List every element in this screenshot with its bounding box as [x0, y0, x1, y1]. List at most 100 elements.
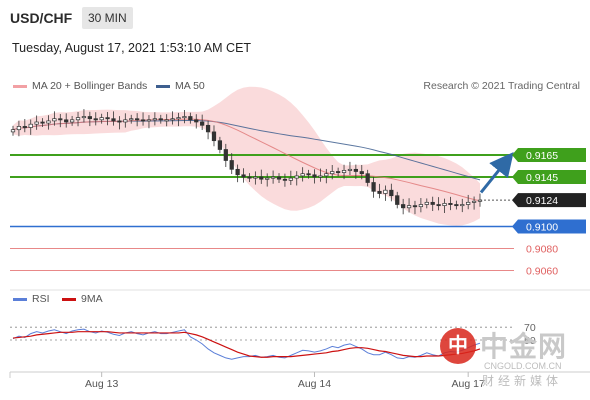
candle-body	[117, 120, 122, 123]
candle-body	[341, 170, 347, 173]
moving-averages	[12, 118, 481, 202]
level-box-0.9100	[518, 219, 586, 234]
candle-body	[294, 175, 299, 179]
candle-body	[229, 160, 234, 170]
level-box-0.9124	[518, 193, 586, 208]
level-pointer-0.9165	[512, 148, 518, 162]
watermark-sub: 财经新媒体	[482, 374, 563, 388]
candle-body	[22, 126, 27, 128]
candle-body	[140, 119, 146, 122]
x-label-Aug 14: Aug 14	[298, 378, 331, 390]
level-label-0.9165: 0.9165	[526, 150, 558, 162]
research-credit: Research © 2021 Trading Central	[423, 80, 580, 92]
candle-body	[336, 171, 341, 174]
projection-arrow	[479, 152, 514, 194]
candle-body	[442, 203, 447, 206]
level-pointer-0.9100	[512, 219, 518, 234]
x-label-Aug 17: Aug 17	[452, 378, 485, 390]
level-label-0.9080: 0.9080	[526, 244, 558, 256]
candle-body	[111, 118, 116, 122]
ma50-swatch	[156, 84, 170, 88]
level-box-0.9145	[518, 170, 586, 184]
candle-body	[235, 168, 240, 176]
candle-body	[52, 118, 57, 122]
candle-body	[282, 178, 288, 181]
candle-body	[383, 189, 388, 194]
candle-body	[365, 173, 370, 183]
candle-body	[164, 119, 169, 122]
legend-rsi: RSI	[13, 293, 50, 305]
level-box-0.9165	[518, 148, 586, 162]
x-label-Aug 13: Aug 13	[85, 378, 118, 390]
rsi-swatch	[13, 297, 27, 301]
candle-body	[34, 121, 39, 125]
candle-body	[123, 119, 128, 123]
candle-body	[436, 204, 441, 207]
candle-body	[418, 204, 424, 208]
candle-body	[359, 171, 364, 175]
candle-body	[412, 205, 418, 208]
candle-body	[270, 176, 276, 179]
candle-body	[259, 176, 264, 180]
rsi-ma-line	[12, 331, 481, 358]
candle-body	[135, 118, 140, 121]
candle-body	[194, 119, 199, 123]
candle-body	[330, 171, 335, 175]
candle-body	[99, 117, 104, 121]
candle-body	[46, 120, 51, 124]
level-labels: 0.9165 0.9145 0.9124 0.9100 0.9080 0.9060	[512, 148, 586, 278]
level-label-0.9145: 0.9145	[526, 172, 558, 184]
candle-body	[371, 182, 376, 192]
candle-body	[205, 124, 211, 133]
projection-arrow-line	[479, 152, 514, 194]
candle-body	[217, 140, 223, 150]
chart-header: USD/CHF 30 MIN	[0, 0, 590, 36]
candle-body	[152, 118, 157, 121]
candle-body	[276, 176, 282, 180]
candle-body	[389, 189, 394, 197]
candle-body	[401, 204, 406, 209]
candle-body	[448, 203, 453, 205]
candle-body	[406, 205, 412, 209]
candle-body	[288, 177, 293, 181]
candle-body	[81, 116, 87, 119]
legend-bollinger: MA 20 + Bollinger Bands	[13, 80, 147, 92]
candle-body	[69, 119, 75, 123]
bollinger-swatch	[13, 84, 27, 88]
candle-body	[87, 116, 92, 120]
x-axis: Aug 13 Aug 14 Aug 17	[85, 372, 485, 390]
legend-ma50: MA 50	[156, 80, 205, 92]
candle-body	[347, 168, 353, 171]
candle-body	[247, 176, 252, 179]
bollinger-bands	[13, 86, 480, 226]
candle-body	[93, 118, 98, 121]
candle-body	[28, 123, 33, 128]
candle-body	[75, 117, 81, 121]
rsi-level-label-70: 70	[524, 322, 536, 334]
candle-body	[471, 200, 477, 203]
candle-body	[176, 117, 181, 120]
candle-body	[454, 204, 459, 207]
level-label-0.9060: 0.9060	[526, 266, 558, 278]
candle-body	[460, 204, 465, 207]
candle-body	[40, 121, 45, 124]
bollinger-band-area	[13, 86, 480, 226]
rsi-ma-legend-label: 9MA	[81, 293, 103, 305]
level-label-0.9124: 0.9124	[526, 195, 558, 207]
candle-body	[10, 129, 16, 133]
candle-body	[241, 174, 246, 178]
candle-body	[324, 173, 329, 177]
candle-body	[424, 201, 429, 205]
candle-body	[253, 176, 258, 179]
rsi-ma-swatch	[62, 297, 76, 301]
symbol-title: USD/CHF	[10, 10, 73, 26]
timeframe-badge[interactable]: 30 MIN	[82, 7, 133, 29]
candle-body	[158, 118, 163, 121]
candle-body	[182, 116, 187, 119]
candle-body	[129, 118, 134, 121]
level-pointer-0.9124	[512, 193, 518, 208]
bollinger-legend-label: MA 20 + Bollinger Bands	[32, 80, 148, 92]
level-pointer-0.9145	[512, 170, 518, 184]
